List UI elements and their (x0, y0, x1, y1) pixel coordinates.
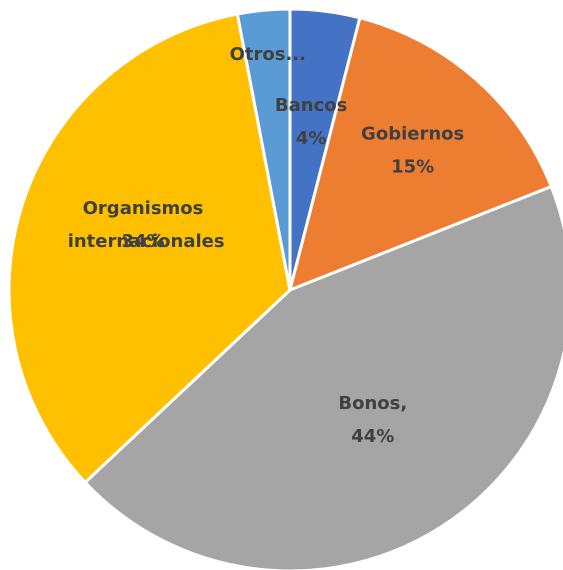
value-label: 44% (351, 426, 394, 447)
slice-label: Bonos, (338, 393, 407, 414)
slice-label-line: Organismos (83, 198, 204, 219)
value-label: 15% (391, 156, 434, 177)
slice-label: Otros... (230, 44, 306, 65)
slice-label: Gobiernos (361, 123, 464, 144)
pie-slice (235, 7, 292, 291)
slice-label-line: internacionales (61, 231, 224, 252)
value-label: 34% (121, 231, 164, 252)
pie-slice (83, 184, 563, 570)
slice-label: Organismos internacionales (61, 198, 224, 252)
pie-slice (7, 12, 292, 485)
slice-label: Bancos (275, 95, 347, 116)
value-label: 4% (296, 128, 327, 149)
pie-slice (287, 16, 554, 293)
